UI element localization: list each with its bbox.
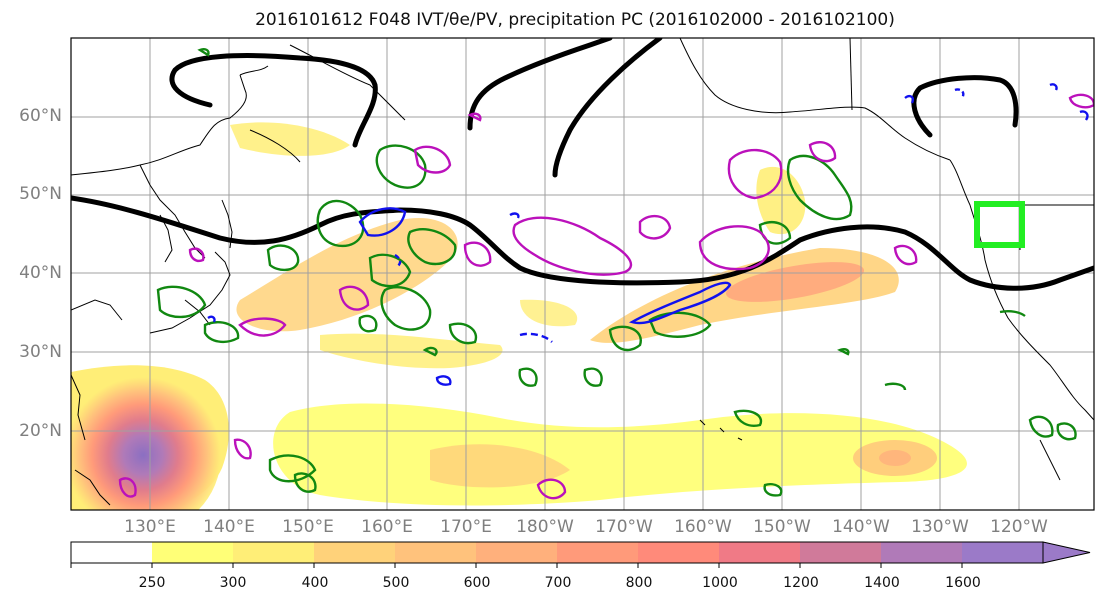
colorbar-label: 300 bbox=[219, 575, 247, 591]
colorbar bbox=[70, 541, 1091, 568]
lon-label-130w: 130°W bbox=[911, 517, 969, 537]
colorbar-swatch bbox=[314, 542, 396, 563]
colorbar-swatch bbox=[881, 542, 963, 563]
colorbar-label: 500 bbox=[382, 575, 410, 591]
lon-label-150w: 150°W bbox=[753, 517, 811, 537]
colorbar-label: 700 bbox=[544, 575, 572, 591]
figure-title: 2016101612 F048 IVT/θe/PV, precipitation… bbox=[255, 10, 895, 30]
colorbar-swatch bbox=[800, 542, 882, 563]
pv-magenta-contours bbox=[118, 93, 1094, 500]
colorbar-label: 1400 bbox=[864, 575, 900, 591]
lon-label-180w: 180°W bbox=[516, 517, 574, 537]
colorbar-label: 1200 bbox=[783, 575, 819, 591]
colorbar-label: 1000 bbox=[702, 575, 738, 591]
map-frame bbox=[70, 37, 1095, 511]
colorbar-extend-arrow bbox=[1042, 541, 1091, 564]
lat-label-20n: 20°N bbox=[19, 421, 62, 441]
colorbar-swatch bbox=[233, 542, 315, 563]
colorbar-swatch bbox=[557, 542, 639, 563]
colorbar-label: 600 bbox=[463, 575, 491, 591]
lon-label-130e: 130°E bbox=[124, 517, 176, 537]
theta-e-contours bbox=[71, 38, 1094, 291]
lat-label-40n: 40°N bbox=[19, 263, 62, 283]
colorbar-swatch bbox=[152, 542, 234, 563]
lon-label-140e: 140°E bbox=[203, 517, 255, 537]
lon-label-170w: 170°W bbox=[595, 517, 653, 537]
colorbar-label: 250 bbox=[138, 575, 166, 591]
colorbar-label: 400 bbox=[301, 575, 329, 591]
colorbar-label: 1600 bbox=[945, 575, 981, 591]
ivt-shading bbox=[71, 122, 967, 510]
colorbar-swatch bbox=[71, 542, 153, 563]
colorbar-label: 800 bbox=[625, 575, 653, 591]
colorbar-swatch bbox=[638, 542, 720, 563]
lon-label-170e: 170°E bbox=[440, 517, 492, 537]
colorbar-swatch bbox=[962, 542, 1044, 563]
lon-label-150e: 150°E bbox=[282, 517, 334, 537]
lon-label-140w: 140°W bbox=[832, 517, 890, 537]
pv-blue-contours bbox=[207, 83, 1089, 386]
colorbar-swatch bbox=[476, 542, 558, 563]
pv-green-contours bbox=[156, 48, 1077, 497]
colorbar-swatch bbox=[395, 542, 477, 563]
colorbar-swatch bbox=[719, 542, 801, 563]
lon-label-160w: 160°W bbox=[674, 517, 732, 537]
lat-label-30n: 30°N bbox=[19, 342, 62, 362]
target-region-box bbox=[974, 201, 1025, 248]
lat-label-60n: 60°N bbox=[19, 106, 62, 126]
lat-label-50n: 50°N bbox=[19, 184, 62, 204]
lon-label-120w: 120°W bbox=[990, 517, 1048, 537]
lon-label-160e: 160°E bbox=[361, 517, 413, 537]
